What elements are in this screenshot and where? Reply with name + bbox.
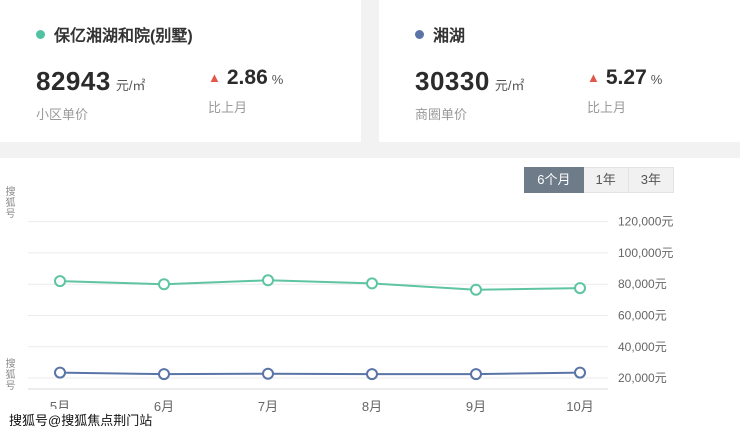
svg-text:10月: 10月 <box>566 399 593 414</box>
community-price-label: 小区单价 <box>36 107 89 122</box>
community-change: 2.86 <box>226 66 268 89</box>
svg-text:80,000元: 80,000元 <box>618 277 667 291</box>
district-price-label: 商圈单价 <box>415 107 468 122</box>
watermark-side-top: 搜狐号 <box>3 186 14 219</box>
time-range-tabs: 6个月 1年 3年 <box>524 167 674 193</box>
district-change-unit: % <box>650 72 663 87</box>
community-values: 82943 元/㎡ 小区单价 ▲ 2.86 % 比上月 <box>36 66 361 123</box>
svg-text:40,000元: 40,000元 <box>618 340 667 354</box>
community-price-unit: 元/㎡ <box>115 78 146 93</box>
svg-text:7月: 7月 <box>258 399 278 414</box>
svg-text:9月: 9月 <box>466 399 486 414</box>
series-dot-blue <box>415 29 424 39</box>
district-price: 30330 <box>415 66 490 96</box>
stat-card-community: 保亿湘湖和院(别墅) 82943 元/㎡ 小区单价 ▲ 2.86 % <box>0 0 361 142</box>
district-price-block: 30330 元/㎡ 商圈单价 <box>415 66 585 123</box>
district-name: 湘湖 <box>433 28 466 45</box>
stat-card-district: 湘湖 30330 元/㎡ 商圈单价 ▲ 5.27 % 比上月 <box>379 0 740 142</box>
up-triangle-icon: ▲ <box>587 70 600 85</box>
svg-text:100,000元: 100,000元 <box>618 246 673 260</box>
community-change-label: 比上月 <box>208 100 248 115</box>
tab-6-months[interactable]: 6个月 <box>524 167 584 193</box>
community-name-row: 保亿湘湖和院(别墅) <box>36 22 361 46</box>
district-change-block: ▲ 5.27 % 比上月 <box>587 66 662 123</box>
district-change-label: 比上月 <box>587 100 627 115</box>
community-price: 82943 <box>36 66 111 96</box>
district-values: 30330 元/㎡ 商圈单价 ▲ 5.27 % 比上月 <box>415 66 740 123</box>
community-name: 保亿湘湖和院(别墅) <box>54 28 193 45</box>
watermark-side-mid: 搜狐号 <box>3 358 14 391</box>
svg-text:60,000元: 60,000元 <box>618 308 667 322</box>
stats-row: 保亿湘湖和院(别墅) 82943 元/㎡ 小区单价 ▲ 2.86 % <box>0 0 740 142</box>
section-divider <box>0 142 740 158</box>
svg-text:20,000元: 20,000元 <box>618 371 667 385</box>
community-price-block: 82943 元/㎡ 小区单价 <box>36 66 206 123</box>
line-chart-canvas[interactable]: 120,000元 100,000元 80,000元 60,000元 40,000元 20,… <box>0 194 740 429</box>
district-name-row: 湘湖 <box>415 22 740 46</box>
tab-1-year[interactable]: 1年 <box>583 167 629 193</box>
watermark-bottom: 搜狐号@搜狐焦点荆门站 <box>6 409 156 430</box>
tab-3-years[interactable]: 3年 <box>628 167 674 193</box>
district-price-unit: 元/㎡ <box>494 78 525 93</box>
svg-text:120,000元: 120,000元 <box>618 215 673 229</box>
community-change-unit: % <box>271 72 284 87</box>
community-change-block: ▲ 2.86 % 比上月 <box>208 66 283 123</box>
up-triangle-icon: ▲ <box>208 70 221 85</box>
svg-text:8月: 8月 <box>362 399 382 414</box>
series-dot-green <box>36 29 45 39</box>
district-change: 5.27 <box>605 66 647 89</box>
svg-text:6月: 6月 <box>154 399 174 414</box>
price-trend-chart-section: 6个月 1年 3年 120,000元 100,000元 80,000元 60,000元… <box>0 158 740 434</box>
